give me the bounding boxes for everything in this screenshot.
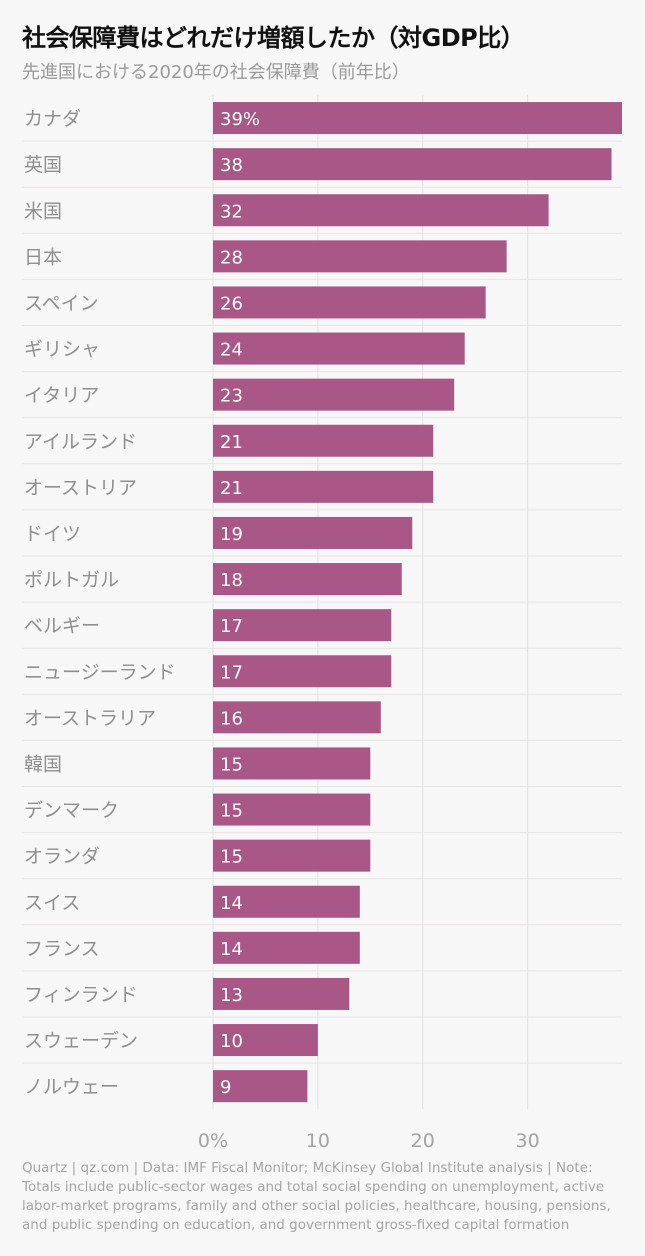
bar bbox=[213, 378, 455, 411]
category-label: カナダ bbox=[24, 108, 81, 130]
category-label: ドイツ bbox=[24, 523, 81, 545]
bar bbox=[213, 424, 434, 457]
category-label: 日本 bbox=[24, 246, 62, 268]
value-label: 14 bbox=[220, 893, 243, 914]
bar bbox=[213, 332, 465, 365]
bar bbox=[213, 102, 622, 135]
bar bbox=[213, 885, 360, 918]
category-label: 米国 bbox=[24, 200, 62, 222]
bar-chart: カナダ 39% 英国 38 米国 32 日本 28 スペイン 26 ギリシャ 24 イタリア 23 アイルラ… bbox=[22, 95, 622, 1150]
value-label: 24 bbox=[220, 340, 243, 361]
category-label: ギリシャ bbox=[24, 339, 100, 361]
value-label: 21 bbox=[220, 432, 243, 453]
value-label: 26 bbox=[220, 293, 243, 314]
value-label: 28 bbox=[220, 247, 243, 268]
category-label: オーストラリア bbox=[24, 707, 156, 729]
source-footnote: Quartz | qz.com | Data: IMF Fiscal Monit… bbox=[22, 1160, 611, 1233]
bar bbox=[213, 701, 381, 734]
category-label: オーストリア bbox=[24, 477, 137, 499]
category-label: 韓国 bbox=[24, 753, 62, 775]
x-tick-label: 0% bbox=[198, 1130, 228, 1150]
bar bbox=[213, 839, 371, 872]
value-label: 13 bbox=[220, 985, 243, 1006]
value-label: 15 bbox=[220, 801, 243, 822]
value-label: 9 bbox=[220, 1077, 231, 1098]
category-label: フランス bbox=[24, 938, 100, 960]
category-label: スイス bbox=[24, 892, 80, 914]
category-label: 英国 bbox=[24, 154, 62, 176]
bar bbox=[213, 194, 549, 227]
value-label: 32 bbox=[220, 201, 243, 222]
category-label: ニュージーランド bbox=[24, 661, 176, 683]
value-label: 15 bbox=[220, 847, 243, 868]
bar bbox=[213, 609, 392, 642]
bar bbox=[213, 977, 350, 1010]
x-tick-label: 30 bbox=[516, 1130, 540, 1150]
bar bbox=[213, 655, 392, 688]
category-label: オランダ bbox=[24, 846, 100, 868]
category-label: アイルランド bbox=[24, 431, 137, 453]
bar bbox=[213, 747, 371, 780]
bar bbox=[213, 931, 360, 964]
x-tick-label: 10 bbox=[306, 1130, 330, 1150]
bar bbox=[213, 1070, 308, 1103]
category-label: ベルギー bbox=[24, 615, 100, 637]
chart-subtitle: 先進国における2020年の社会保障費（前年比） bbox=[22, 62, 410, 83]
category-label: デンマーク bbox=[24, 800, 119, 822]
value-label: 21 bbox=[220, 478, 243, 499]
category-label: スウェーデン bbox=[24, 1030, 138, 1052]
value-label: 38 bbox=[220, 155, 243, 176]
value-label: 16 bbox=[220, 708, 243, 729]
x-tick-label: 20 bbox=[411, 1130, 435, 1150]
value-label: 17 bbox=[220, 616, 243, 637]
value-label: 39% bbox=[220, 109, 260, 130]
value-label: 18 bbox=[220, 570, 243, 591]
bar bbox=[213, 470, 434, 503]
bar bbox=[213, 148, 612, 181]
bar bbox=[213, 1024, 318, 1057]
bar bbox=[213, 286, 486, 319]
bar bbox=[213, 793, 371, 826]
value-label: 23 bbox=[220, 386, 243, 407]
category-label: イタリア bbox=[24, 385, 99, 407]
bar bbox=[213, 240, 507, 273]
value-label: 17 bbox=[220, 662, 243, 683]
category-label: スペイン bbox=[24, 292, 99, 314]
chart-title: 社会保障費はどれだけ増額したか（対GDP比） bbox=[22, 24, 525, 52]
value-label: 14 bbox=[220, 939, 243, 960]
value-label: 19 bbox=[220, 524, 243, 545]
value-label: 15 bbox=[220, 754, 243, 775]
value-label: 10 bbox=[220, 1031, 243, 1052]
bar bbox=[213, 563, 402, 596]
category-label: ノルウェー bbox=[24, 1076, 119, 1098]
category-label: フィンランド bbox=[24, 984, 138, 1006]
bar bbox=[213, 516, 413, 549]
category-label: ポルトガル bbox=[24, 569, 119, 591]
